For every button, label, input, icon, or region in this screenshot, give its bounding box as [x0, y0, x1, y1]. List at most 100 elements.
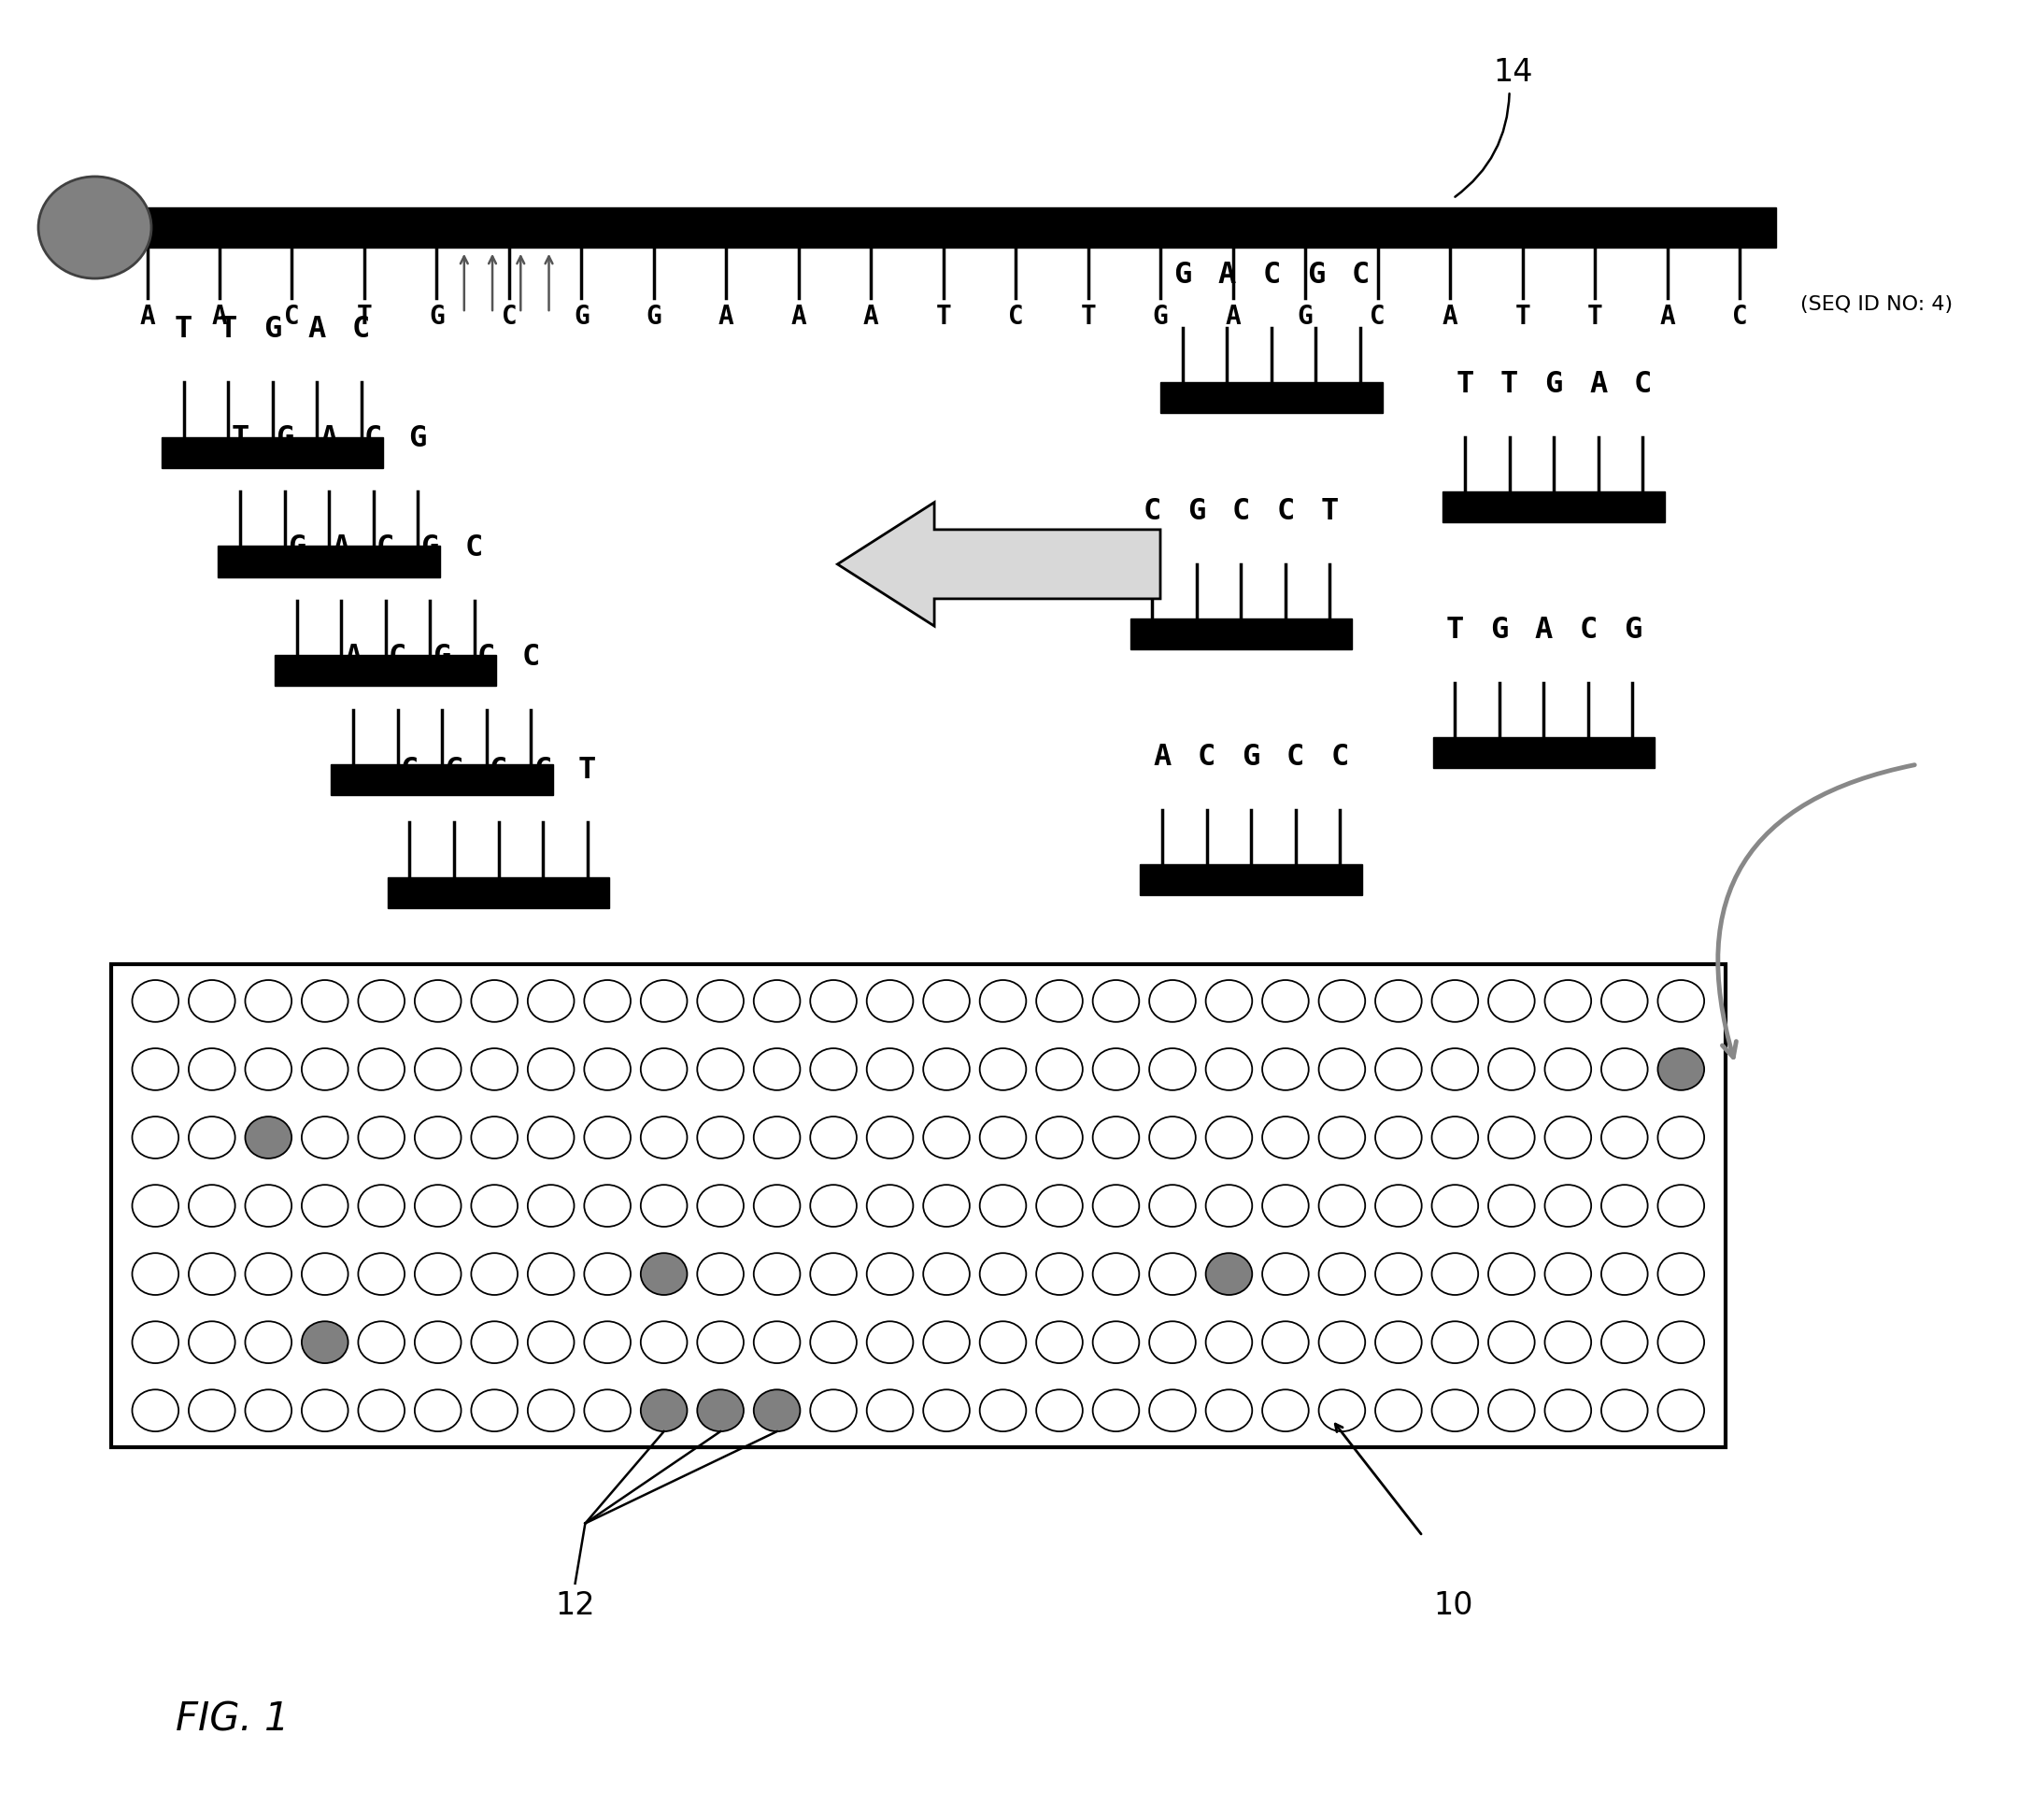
Text: C: C	[377, 533, 394, 562]
Circle shape	[1546, 1390, 1592, 1431]
Circle shape	[1207, 1048, 1251, 1090]
Text: A: A	[1536, 615, 1552, 644]
Circle shape	[1659, 1048, 1703, 1090]
Text: 10: 10	[1433, 1591, 1473, 1620]
Bar	[1443, 491, 1665, 522]
Text: C: C	[1635, 369, 1651, 399]
Circle shape	[359, 1048, 404, 1090]
Circle shape	[1094, 1254, 1138, 1296]
Text: A: A	[1154, 743, 1170, 772]
Circle shape	[924, 1254, 971, 1296]
Circle shape	[924, 1390, 971, 1431]
Circle shape	[755, 1048, 799, 1090]
Circle shape	[1659, 1390, 1703, 1431]
Text: G: G	[1174, 260, 1191, 289]
Circle shape	[1602, 1117, 1647, 1159]
Circle shape	[472, 1117, 519, 1159]
Circle shape	[1433, 1321, 1477, 1363]
Text: G: G	[434, 642, 450, 672]
Circle shape	[246, 1048, 293, 1090]
Circle shape	[1546, 1048, 1592, 1090]
Circle shape	[416, 1185, 462, 1227]
Text: T: T	[1322, 497, 1338, 526]
Circle shape	[133, 1321, 178, 1363]
Bar	[1433, 737, 1655, 768]
Circle shape	[698, 1321, 745, 1363]
Circle shape	[981, 1321, 1025, 1363]
Circle shape	[1207, 1321, 1251, 1363]
Circle shape	[359, 1321, 404, 1363]
Circle shape	[529, 979, 575, 1023]
Text: T: T	[1516, 304, 1530, 329]
Circle shape	[924, 1048, 971, 1090]
Circle shape	[1546, 979, 1592, 1023]
Text: G: G	[410, 424, 426, 453]
Circle shape	[1489, 1321, 1534, 1363]
Circle shape	[1376, 1390, 1421, 1431]
Circle shape	[811, 1254, 858, 1296]
Circle shape	[755, 979, 799, 1023]
Circle shape	[1489, 1117, 1534, 1159]
Text: (SEQ ID NO: 4): (SEQ ID NO: 4)	[1800, 295, 1953, 313]
Text: C: C	[1287, 743, 1304, 772]
Circle shape	[529, 1254, 575, 1296]
Circle shape	[755, 1321, 799, 1363]
Circle shape	[246, 1117, 293, 1159]
Circle shape	[133, 1254, 178, 1296]
Circle shape	[1150, 1185, 1195, 1227]
Circle shape	[924, 1185, 971, 1227]
Text: G: G	[289, 533, 305, 562]
Circle shape	[1433, 1117, 1477, 1159]
Text: C: C	[1144, 497, 1160, 526]
Bar	[331, 764, 553, 795]
Circle shape	[1659, 979, 1703, 1023]
Text: C: C	[1233, 497, 1249, 526]
Bar	[111, 207, 1776, 248]
Text: C: C	[389, 642, 406, 672]
Circle shape	[1602, 1321, 1647, 1363]
FancyArrow shape	[837, 502, 1160, 626]
Circle shape	[472, 1254, 519, 1296]
Circle shape	[190, 1254, 234, 1296]
Circle shape	[1150, 979, 1195, 1023]
Text: FIG. 1: FIG. 1	[176, 1700, 289, 1740]
Circle shape	[1376, 1321, 1421, 1363]
Text: C: C	[490, 755, 507, 784]
Circle shape	[811, 979, 858, 1023]
Text: T: T	[357, 304, 371, 329]
Circle shape	[981, 1117, 1025, 1159]
Circle shape	[246, 1185, 293, 1227]
Circle shape	[1433, 1254, 1477, 1296]
Circle shape	[190, 1390, 234, 1431]
Circle shape	[1602, 979, 1647, 1023]
Circle shape	[1376, 1117, 1421, 1159]
Circle shape	[1207, 1390, 1251, 1431]
Circle shape	[1659, 1185, 1703, 1227]
Circle shape	[472, 979, 519, 1023]
Circle shape	[1037, 1254, 1082, 1296]
Text: G: G	[573, 304, 589, 329]
Text: C: C	[1370, 304, 1386, 329]
Text: G: G	[1298, 304, 1314, 329]
Circle shape	[1150, 1254, 1195, 1296]
Circle shape	[1037, 1117, 1082, 1159]
Circle shape	[529, 1321, 575, 1363]
Text: G: G	[264, 315, 281, 344]
Text: T: T	[232, 424, 248, 453]
Text: C: C	[478, 642, 494, 672]
Circle shape	[1037, 1321, 1082, 1363]
Circle shape	[811, 1048, 858, 1090]
Circle shape	[416, 979, 462, 1023]
Circle shape	[1263, 1117, 1310, 1159]
Circle shape	[981, 1048, 1025, 1090]
Bar	[1160, 382, 1382, 413]
Circle shape	[698, 1185, 745, 1227]
Circle shape	[1376, 1048, 1421, 1090]
Circle shape	[1318, 1185, 1364, 1227]
Bar	[1140, 864, 1362, 895]
Text: A: A	[212, 304, 228, 329]
Circle shape	[1207, 979, 1251, 1023]
Text: A: A	[1219, 260, 1235, 289]
Circle shape	[190, 1185, 234, 1227]
Circle shape	[133, 1117, 178, 1159]
